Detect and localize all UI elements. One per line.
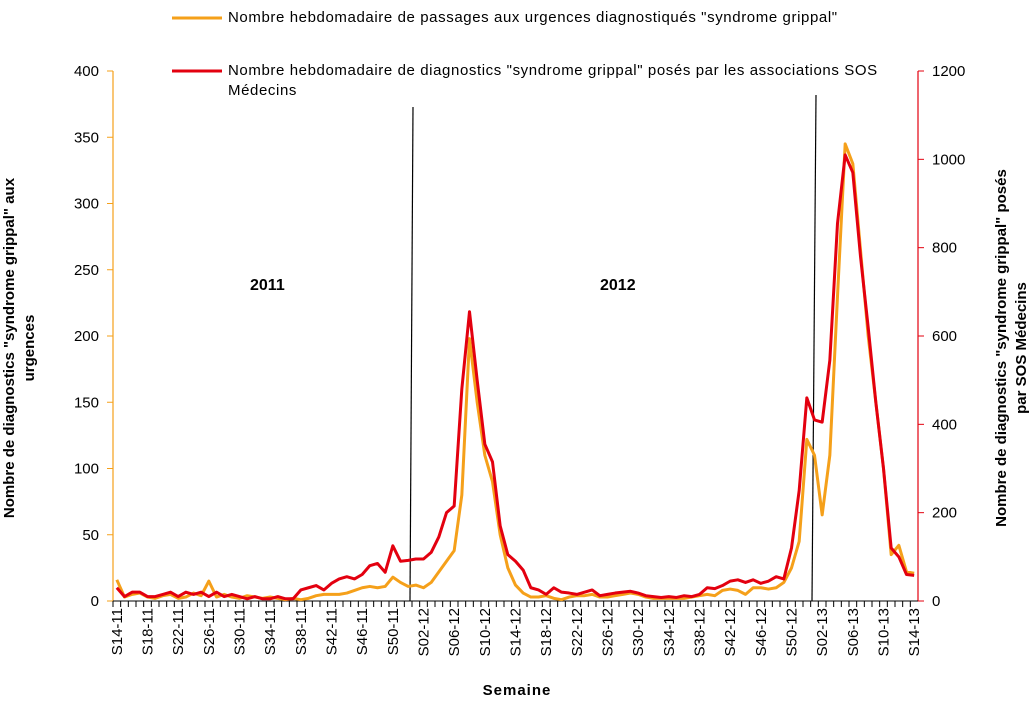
- x-tick-label: S46-11: [354, 608, 371, 655]
- y2-tick-label: 600: [932, 328, 957, 345]
- series-line: [115, 142, 915, 602]
- x-tick-label: S42-11: [324, 608, 341, 655]
- legend-label: Nombre hebdomadaire de diagnostics "synd…: [228, 62, 878, 99]
- x-tick-label: S22-11: [170, 608, 187, 655]
- x-tick-label: S38-11: [293, 608, 310, 655]
- y-tick-label: 100: [74, 461, 99, 478]
- x-tick-label: S10-12: [477, 608, 494, 656]
- x-tick-label: S50-11: [385, 608, 402, 655]
- x-tick-label: S42-12: [722, 608, 739, 656]
- x-tick-label: S46-12: [753, 608, 770, 656]
- x-tick-label: S14-13: [906, 608, 923, 656]
- legend-label: Nombre hebdomadaire de passages aux urge…: [228, 9, 838, 26]
- marker-line: [811, 94, 817, 602]
- y-tick-label: 200: [74, 328, 99, 345]
- x-tick-label: S34-11: [262, 608, 279, 655]
- annotation: 2011: [250, 277, 285, 294]
- y2-axis-title: Nombre de diagnostics "syndrome grippal"…: [993, 169, 1030, 527]
- y-tick-label: 50: [82, 527, 99, 544]
- x-tick-label: S18-12: [538, 608, 555, 656]
- y-tick-label: 0: [91, 593, 99, 610]
- y-tick-label: 400: [74, 63, 99, 80]
- x-tick-label: S02-12: [416, 608, 433, 656]
- x-tick-label: S38-12: [692, 608, 709, 656]
- x-tick-label: S26-11: [201, 608, 218, 655]
- x-axis-title: Semaine: [483, 682, 552, 699]
- x-tick-label: S02-13: [814, 608, 831, 656]
- y-tick-label: 250: [74, 262, 99, 279]
- x-tick-label: S06-13: [845, 608, 862, 656]
- x-tick-label: S18-11: [140, 608, 157, 655]
- y2-tick-label: 200: [932, 505, 957, 522]
- x-tick-label: S30-12: [630, 608, 647, 656]
- x-tick-label: S14-12: [508, 608, 525, 656]
- y-axis-title: Nombre de diagnostics "syndrome grippal"…: [1, 177, 38, 519]
- annotation: 2012: [600, 277, 636, 294]
- series-line: [115, 153, 915, 601]
- y-tick-label: 300: [74, 196, 99, 213]
- x-tick-label: S06-12: [446, 608, 463, 656]
- y2-tick-label: 0: [932, 593, 940, 610]
- x-tick-label: S30-11: [232, 608, 249, 655]
- y2-tick-label: 1000: [932, 151, 965, 168]
- x-tick-label: S50-12: [784, 608, 801, 656]
- x-tick-label: S10-13: [876, 608, 893, 656]
- y-tick-label: 150: [74, 394, 99, 411]
- marker-line: [409, 106, 414, 602]
- x-tick-label: S26-12: [600, 608, 617, 656]
- y-tick-label: 350: [74, 129, 99, 146]
- x-tick-label: S22-12: [569, 608, 586, 656]
- x-tick-label: S34-12: [661, 608, 678, 656]
- y2-tick-label: 800: [932, 240, 957, 257]
- y2-tick-label: 400: [932, 416, 957, 433]
- y2-tick-label: 1200: [932, 63, 965, 80]
- x-tick-label: S14-11: [109, 608, 126, 655]
